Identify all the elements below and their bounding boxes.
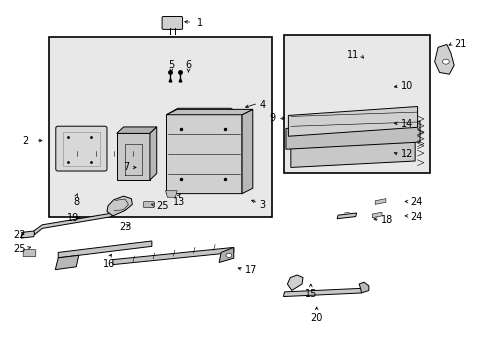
Text: 9: 9: [269, 113, 275, 123]
Text: 25: 25: [156, 201, 168, 211]
Polygon shape: [287, 275, 303, 291]
Bar: [63, 132, 100, 166]
Bar: [49, 37, 272, 217]
Polygon shape: [117, 134, 150, 180]
Text: 15: 15: [304, 289, 316, 300]
Text: 11: 11: [346, 50, 358, 60]
Polygon shape: [283, 288, 362, 297]
Text: 19: 19: [66, 213, 79, 222]
Polygon shape: [58, 241, 152, 258]
Text: 1: 1: [197, 18, 203, 28]
Bar: [283, 35, 429, 173]
Text: 24: 24: [409, 212, 422, 221]
Circle shape: [442, 59, 448, 64]
FancyBboxPatch shape: [56, 126, 107, 171]
Polygon shape: [285, 121, 419, 149]
Text: 20: 20: [310, 313, 322, 323]
FancyBboxPatch shape: [162, 17, 182, 30]
FancyBboxPatch shape: [143, 202, 154, 208]
Text: 8: 8: [73, 197, 79, 207]
Polygon shape: [434, 44, 453, 74]
Polygon shape: [358, 282, 368, 293]
Text: 10: 10: [400, 81, 412, 91]
Polygon shape: [166, 108, 242, 194]
Text: 13: 13: [172, 197, 184, 207]
Polygon shape: [55, 255, 79, 270]
Polygon shape: [113, 247, 233, 265]
Polygon shape: [21, 231, 35, 238]
Polygon shape: [34, 213, 113, 234]
Text: 25: 25: [14, 244, 26, 254]
Text: 3: 3: [259, 200, 264, 210]
Text: 4: 4: [259, 100, 264, 110]
Text: 7: 7: [123, 162, 130, 172]
Polygon shape: [166, 109, 252, 115]
Text: 24: 24: [409, 197, 422, 207]
Polygon shape: [371, 212, 381, 218]
Text: 2: 2: [22, 136, 29, 145]
Polygon shape: [165, 191, 177, 197]
Text: 16: 16: [102, 259, 115, 269]
Polygon shape: [242, 109, 252, 194]
Text: 22: 22: [13, 230, 25, 239]
Text: 6: 6: [185, 60, 191, 70]
Text: 14: 14: [400, 120, 412, 129]
Text: 18: 18: [380, 215, 392, 225]
Text: 5: 5: [168, 60, 174, 70]
Polygon shape: [117, 127, 157, 134]
Polygon shape: [374, 199, 385, 204]
Polygon shape: [290, 132, 414, 167]
Text: 17: 17: [244, 265, 256, 275]
Polygon shape: [336, 213, 356, 219]
Text: 23: 23: [119, 222, 131, 231]
Polygon shape: [288, 107, 417, 136]
Text: 21: 21: [453, 39, 466, 49]
Polygon shape: [219, 247, 233, 262]
Polygon shape: [150, 127, 157, 180]
FancyBboxPatch shape: [23, 249, 36, 257]
Polygon shape: [107, 196, 132, 216]
Text: 12: 12: [400, 149, 412, 159]
Circle shape: [225, 253, 231, 257]
